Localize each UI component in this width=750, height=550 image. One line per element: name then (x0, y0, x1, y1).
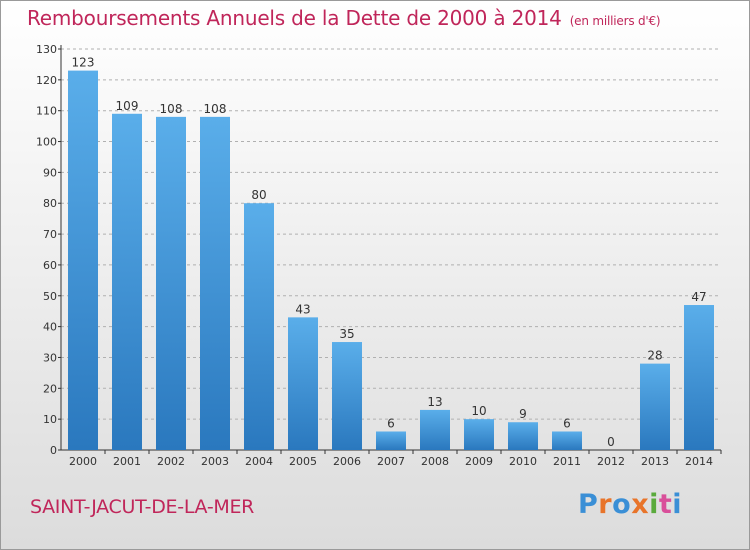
bar-2001 (112, 113, 142, 451)
y-tick-label: 90 (43, 166, 57, 179)
bar-2000 (68, 70, 98, 450)
x-tick-label-2014: 2014 (685, 455, 713, 468)
bar-2002 (156, 116, 186, 450)
y-tick-label: 40 (43, 321, 57, 334)
logo-letter: i (649, 489, 659, 520)
bar-2010 (508, 422, 538, 450)
x-tick-labels: 2000 2001 2002 2003 2004 2005 2006 2007 2008 2009… (69, 455, 713, 468)
bars (68, 70, 714, 451)
value-label-2002: 108 (160, 102, 183, 116)
y-tick-labels: 0 10 20 30 40 50 60 70 80 90 100 110 120 130 (36, 43, 57, 457)
logo-letter: i (672, 489, 683, 520)
bar-2005 (288, 317, 318, 450)
bar-2011 (552, 431, 582, 450)
x-tick-label-2010: 2010 (509, 455, 537, 468)
bar-2009 (464, 419, 494, 450)
value-label-2010: 9 (519, 407, 527, 421)
bar-2014 (684, 305, 714, 450)
y-tick-label: 60 (43, 259, 57, 272)
y-tick-label: 30 (43, 351, 57, 364)
x-tick-label-2000: 2000 (69, 455, 97, 468)
y-tick-label: 10 (43, 413, 57, 426)
chart-title: Remboursements Annuels de la Dette de 20… (27, 6, 661, 30)
value-label-2014: 47 (691, 290, 706, 304)
x-tick-label-2001: 2001 (113, 455, 141, 468)
logo-letter: P (578, 489, 599, 520)
bar-2006 (332, 342, 362, 450)
y-tick-label: 0 (50, 444, 57, 457)
value-label-2007: 6 (387, 416, 395, 430)
y-tick-label: 130 (36, 43, 57, 56)
logo-letter: x (631, 489, 650, 520)
value-label-2003: 108 (204, 102, 227, 116)
x-tick-label-2003: 2003 (201, 455, 229, 468)
bar-2013 (640, 363, 670, 450)
x-tick-label-2008: 2008 (421, 455, 449, 468)
y-tick-label: 120 (36, 74, 57, 87)
y-tick-label: 20 (43, 382, 57, 395)
proxiti-logo: Proxiti (578, 489, 682, 520)
value-label-2001: 109 (116, 99, 139, 113)
chart-title-text: Remboursements Annuels de la Dette de 20… (27, 6, 562, 30)
x-tick-label-2011: 2011 (553, 455, 581, 468)
x-tick-label-2007: 2007 (377, 455, 405, 468)
x-tick-label-2002: 2002 (157, 455, 185, 468)
x-tick-label-2004: 2004 (245, 455, 273, 468)
x-tick-label-2006: 2006 (333, 455, 361, 468)
value-label-2000: 123 (72, 56, 95, 70)
bar-2003 (200, 116, 230, 450)
value-label-2009: 10 (471, 404, 486, 418)
logo-letter: o (612, 489, 632, 520)
value-label-2011: 6 (563, 416, 571, 430)
y-tick-label: 70 (43, 228, 57, 241)
bar-2008 (420, 409, 450, 450)
commune-name: SAINT-JACUT-DE-LA-MER (30, 496, 255, 518)
bar-2007 (376, 431, 406, 450)
bar-2004 (244, 203, 274, 450)
y-tick-label: 100 (36, 136, 57, 149)
value-label-2013: 28 (647, 349, 662, 363)
x-tick-label-2012: 2012 (597, 455, 625, 468)
y-tick-label: 80 (43, 197, 57, 210)
value-label-2005: 43 (295, 302, 310, 316)
x-tick-label-2009: 2009 (465, 455, 493, 468)
value-label-2008: 13 (427, 395, 442, 409)
x-tick-label-2013: 2013 (641, 455, 669, 468)
value-label-2004: 80 (251, 188, 266, 202)
y-tick-label: 110 (36, 105, 57, 118)
logo-letter: t (658, 489, 673, 520)
value-label-2012: 0 (607, 435, 615, 449)
logo-letter: r (598, 489, 613, 520)
x-tick-label-2005: 2005 (289, 455, 317, 468)
value-label-2006: 35 (339, 327, 354, 341)
y-tick-label: 50 (43, 290, 57, 303)
chart-unit: (en milliers d'€) (569, 14, 661, 28)
